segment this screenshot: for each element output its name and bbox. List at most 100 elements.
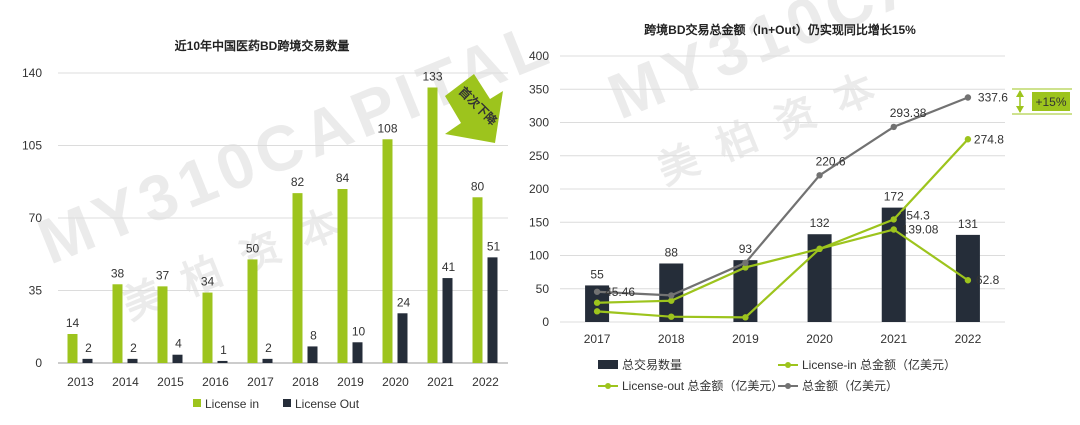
data-label-total-deals: 132 — [810, 216, 830, 230]
right-gridlines — [560, 55, 1005, 323]
bar-license-out — [262, 358, 273, 363]
line-license-in-point — [890, 216, 897, 223]
line-license-out-point — [668, 313, 675, 320]
chart-left: 近10年中国医药BD跨境交易数量 0 35 70 105 140 14 2 38 2 37 4 34… — [22, 38, 508, 411]
line-total-amount-point — [964, 94, 972, 101]
line-license-out-point — [593, 308, 601, 315]
data-label-license-out: 2 — [85, 341, 92, 355]
data-label-license-out: 8 — [310, 328, 317, 342]
line-license-in-point — [742, 264, 749, 271]
legend-label-license-in: License in — [205, 397, 259, 411]
left-y-axis: 0 35 70 105 140 — [22, 66, 42, 370]
line-license-out-data-label: 62.8 — [976, 273, 1000, 287]
line-license-out-point — [816, 245, 823, 253]
left-x-tick-label: 2014 — [112, 375, 139, 389]
bar-license-out — [127, 358, 138, 363]
data-label-license-out: 41 — [442, 260, 456, 274]
growth-badge — [1032, 92, 1070, 111]
data-label-license-in: 34 — [201, 275, 215, 289]
line-total-amount-point — [816, 172, 823, 179]
left-y-tick-label: 35 — [29, 284, 43, 298]
data-label-license-in: 80 — [471, 179, 485, 193]
bar-license-out — [487, 257, 498, 363]
legend-marker-license-in — [785, 362, 791, 368]
bar-license-in — [472, 197, 483, 363]
line-license-out-point — [964, 277, 972, 284]
bar-license-out — [217, 360, 228, 363]
right-y-tick-label: 100 — [529, 249, 549, 263]
data-label-license-in: 38 — [111, 266, 125, 280]
right-lines: 154.3 274.8 139.08 62.8 45.46 220.6 293.38 337.… — [593, 90, 1008, 321]
left-x-tick-label: 2018 — [292, 375, 319, 389]
right-chart-title: 跨境BD交易总金额（In+Out）仍实现同比增长15% — [644, 22, 916, 37]
legend-label-total-amount: 总金额（亿美元） — [802, 378, 898, 393]
right-y-axis: 0 50 100 150 200 250 300 350 400 — [529, 49, 549, 329]
line-total-amount-point — [890, 123, 897, 131]
line-license-in-point — [593, 299, 601, 306]
bar-license-in — [382, 139, 393, 363]
bar-license-out — [442, 278, 453, 363]
legend-label-total-deals: 总交易数量 — [622, 357, 682, 372]
left-x-tick-label: 2017 — [247, 375, 274, 389]
data-label-license-in: 133 — [422, 70, 442, 84]
right-x-axis: 2017 2018 2019 2020 2021 2022 — [584, 332, 982, 346]
bar-license-in — [67, 334, 78, 363]
line-license-out-point — [742, 314, 749, 321]
data-label-license-out: 2 — [130, 341, 137, 355]
data-label-total-deals: 93 — [739, 242, 753, 256]
line-total-amount-data-label: 337.6 — [978, 90, 1008, 104]
right-x-tick-label: 2017 — [584, 332, 611, 346]
data-label-total-deals: 55 — [590, 267, 604, 281]
data-label-total-deals: 172 — [884, 190, 904, 204]
left-y-tick-label: 105 — [22, 139, 42, 153]
right-y-tick-label: 200 — [529, 182, 549, 196]
data-label-total-deals: 131 — [958, 217, 978, 231]
left-x-axis: 2013 2014 2015 2016 2017 2018 2019 2020 2021 2022 — [67, 375, 499, 389]
right-annotation: +15% — [1012, 88, 1072, 115]
right-y-tick-label: 300 — [529, 116, 549, 130]
left-bars: 14 2 38 2 37 4 34 1 50 2 82 8 84 10 108 24 133 41 80 51 — [66, 70, 500, 363]
data-label-license-in: 14 — [66, 316, 80, 330]
data-label-license-out: 1 — [220, 343, 227, 357]
left-x-tick-label: 2021 — [427, 375, 454, 389]
right-y-tick-label: 50 — [536, 282, 550, 296]
data-label-license-out: 4 — [175, 337, 182, 351]
right-x-tick-label: 2018 — [658, 332, 685, 346]
left-x-tick-label: 2015 — [157, 375, 184, 389]
line-license-out-point — [890, 226, 897, 233]
line-license-in-data-label: 274.8 — [974, 132, 1004, 146]
left-x-tick-label: 2013 — [67, 375, 94, 389]
left-x-tick-label: 2020 — [382, 375, 409, 389]
line-total-amount-point — [668, 292, 675, 299]
bar-license-in — [337, 189, 348, 363]
legend-label-license-out: License Out — [295, 397, 360, 411]
bar-license-in — [202, 292, 213, 363]
line-total-amount — [597, 96, 969, 297]
legend-label-license-out: License-out 总金额（亿美元） — [622, 378, 783, 393]
arrow-up-icon — [1016, 90, 1024, 97]
right-y-tick-label: 150 — [529, 215, 549, 229]
right-x-tick-label: 2022 — [955, 332, 982, 346]
left-x-tick-label: 2022 — [472, 375, 499, 389]
bar-license-out — [352, 342, 363, 363]
left-y-tick-label: 70 — [29, 211, 43, 225]
line-total-amount-data-label: 220.6 — [816, 154, 846, 168]
line-total-amount-data-label: 45.46 — [605, 285, 635, 299]
bar-license-in — [112, 284, 123, 363]
line-license-out — [597, 228, 969, 319]
down-arrow-icon — [445, 74, 503, 143]
legend-label-license-in: License-in 总金额（亿美元） — [802, 357, 956, 372]
data-label-license-out: 24 — [397, 295, 411, 309]
right-x-tick-label: 2019 — [732, 332, 759, 346]
bar-license-out — [172, 354, 183, 363]
right-y-tick-label: 400 — [529, 49, 549, 63]
line-total-amount-data-label: 293.38 — [890, 106, 927, 120]
right-y-tick-label: 350 — [529, 82, 549, 96]
legend-marker-total-amount — [785, 383, 791, 389]
data-label-license-in: 37 — [156, 268, 170, 282]
legend-swatch-license-out — [283, 399, 291, 407]
data-label-license-in: 50 — [246, 241, 260, 255]
data-label-license-out: 10 — [352, 324, 366, 338]
bar-license-in — [427, 87, 438, 363]
